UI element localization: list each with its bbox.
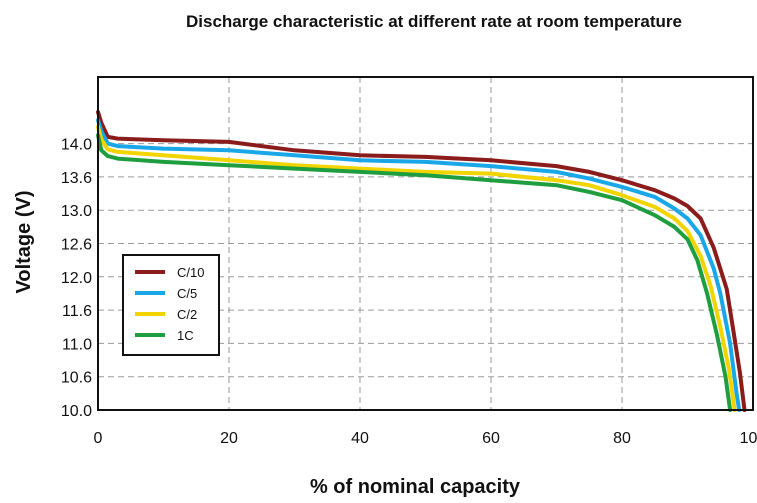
x-tick-labels: 0 20 40 60 80 100 <box>94 430 757 447</box>
x-tick-label: 60 <box>482 430 500 447</box>
x-axis-label: % of nominal capacity <box>310 476 521 498</box>
x-tick-label: 40 <box>351 430 369 447</box>
x-tick-label: 0 <box>94 430 103 447</box>
chart-title: Discharge characteristic at different ra… <box>186 12 682 31</box>
series-line-c-10 <box>96 110 747 412</box>
y-tick-label: 13.6 <box>61 170 92 187</box>
y-tick-label: 13.0 <box>61 203 92 220</box>
x-tick-label: 100 <box>740 430 757 447</box>
series-layer <box>96 110 747 412</box>
series-line-c-5 <box>96 118 742 412</box>
y-tick-label: 10.6 <box>61 370 92 387</box>
x-tick-label: 80 <box>613 430 631 447</box>
y-tick-label: 11.6 <box>62 303 92 320</box>
y-tick-label: 10.0 <box>61 403 92 420</box>
y-tick-label: 12.6 <box>61 237 92 254</box>
legend-label: C/2 <box>177 307 197 322</box>
y-axis-label: Voltage (V) <box>13 191 35 294</box>
legend-label: 1C <box>177 328 194 343</box>
plot-frame <box>97 76 754 411</box>
x-tick-label: 20 <box>220 430 238 447</box>
y-tick-labels: 10.0 10.6 11.0 11.6 12.0 12.6 13.0 13.6 14.0 <box>61 137 92 420</box>
legend: C/10 C/5 C/2 1C <box>122 254 220 356</box>
series-line-c-2 <box>96 124 737 412</box>
legend-label: C/10 <box>177 265 204 280</box>
y-tick-label: 11.0 <box>62 336 92 353</box>
grid-layer <box>98 77 754 410</box>
legend-label: C/5 <box>177 286 197 301</box>
y-tick-label: 14.0 <box>61 137 92 154</box>
y-tick-label: 12.0 <box>61 270 92 287</box>
series-line-1c <box>96 133 733 412</box>
